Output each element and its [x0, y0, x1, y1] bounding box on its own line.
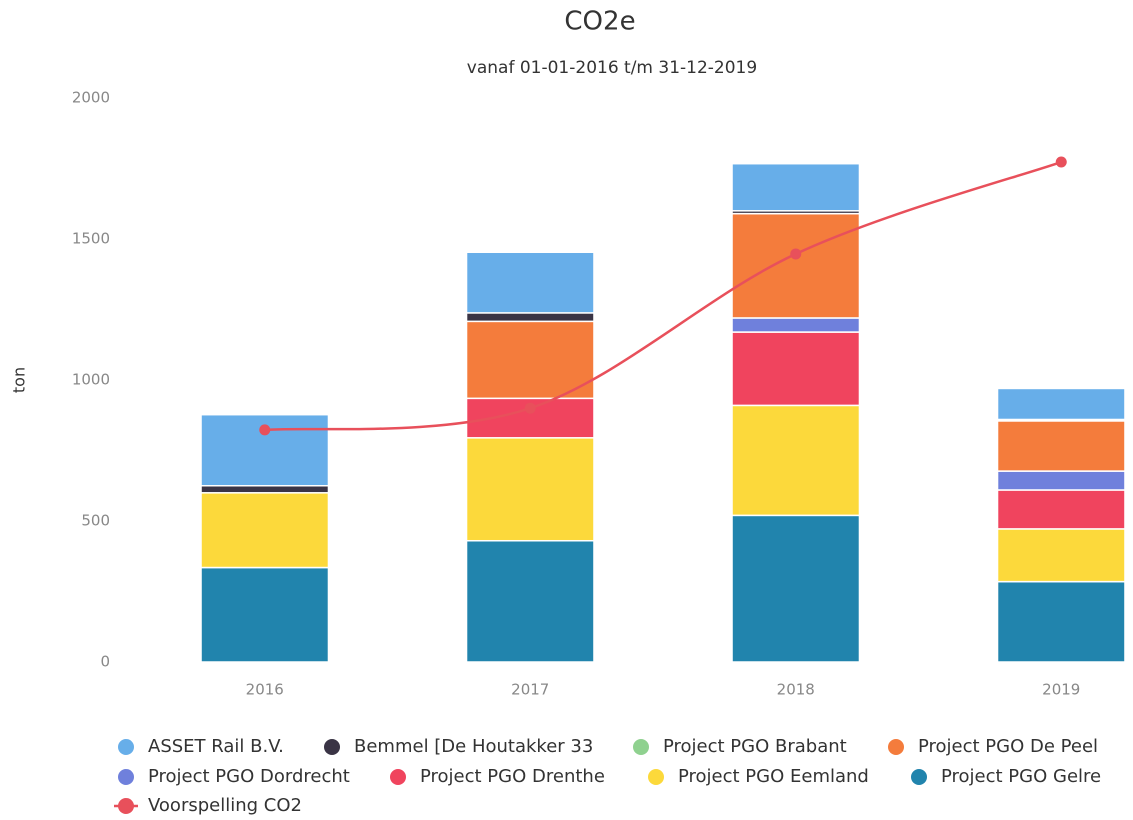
legend-swatch	[390, 769, 406, 785]
legend-label: ASSET Rail B.V.	[148, 736, 284, 757]
legend-swatch	[118, 769, 134, 785]
x-tick-label: 2018	[777, 681, 815, 699]
bar-segment	[200, 485, 330, 494]
bar-segment	[731, 212, 861, 319]
bar-segment	[465, 539, 595, 663]
bar-segment	[996, 580, 1126, 663]
line-point	[790, 248, 802, 260]
bar-segment	[996, 470, 1126, 491]
bar-segment	[731, 317, 861, 333]
legend-label: Voorspelling CO2	[148, 795, 302, 816]
bar-segment	[996, 387, 1126, 421]
legend-swatch	[911, 769, 927, 785]
legend-label: Bemmel [De Houtakker 33	[354, 736, 593, 757]
line-point	[259, 424, 271, 436]
bar-segment	[465, 251, 595, 314]
legend-label: Project PGO Gelre	[941, 766, 1101, 787]
legend-swatch	[888, 739, 904, 755]
legend-swatch	[118, 798, 134, 814]
legend-label: Project PGO De Peel	[918, 736, 1098, 757]
bar-segment	[996, 489, 1126, 530]
y-tick-label: 1000	[72, 371, 110, 389]
line-point	[1055, 156, 1067, 168]
y-tick-label: 1500	[72, 230, 110, 248]
bar-segment	[731, 162, 861, 212]
legend-swatch	[118, 739, 134, 755]
bar-segment	[465, 320, 595, 400]
legend-swatch	[633, 739, 649, 755]
y-tick-label: 500	[81, 512, 110, 530]
y-tick-label: 0	[100, 653, 110, 671]
bar-segment	[996, 420, 1126, 472]
legend-label: Project PGO Drenthe	[420, 766, 605, 787]
x-tick-label: 2016	[246, 681, 284, 699]
bar-segment	[731, 514, 861, 663]
legend-label: Project PGO Eemland	[678, 766, 869, 787]
bar-segment	[731, 404, 861, 517]
line-point	[524, 402, 536, 414]
y-axis-label: ton	[10, 367, 29, 393]
bar-segment	[996, 528, 1126, 583]
legend-swatch	[648, 769, 664, 785]
legend-label: Project PGO Dordrecht	[148, 766, 350, 787]
bar-segment	[200, 492, 330, 569]
bar-segment	[200, 566, 330, 663]
legend-label: Project PGO Brabant	[663, 736, 847, 757]
legend-swatch	[324, 739, 340, 755]
x-tick-label: 2019	[1042, 681, 1080, 699]
y-tick-label: 2000	[72, 89, 110, 107]
line	[264, 160, 1062, 432]
bar-segment	[465, 437, 595, 542]
x-tick-label: 2017	[511, 681, 549, 699]
bar-segment	[465, 312, 595, 323]
chart-subtitle: vanaf 01-01-2016 t/m 31-12-2019	[467, 58, 757, 78]
bar-segment	[731, 331, 861, 407]
chart-title: CO2e	[564, 7, 635, 37]
